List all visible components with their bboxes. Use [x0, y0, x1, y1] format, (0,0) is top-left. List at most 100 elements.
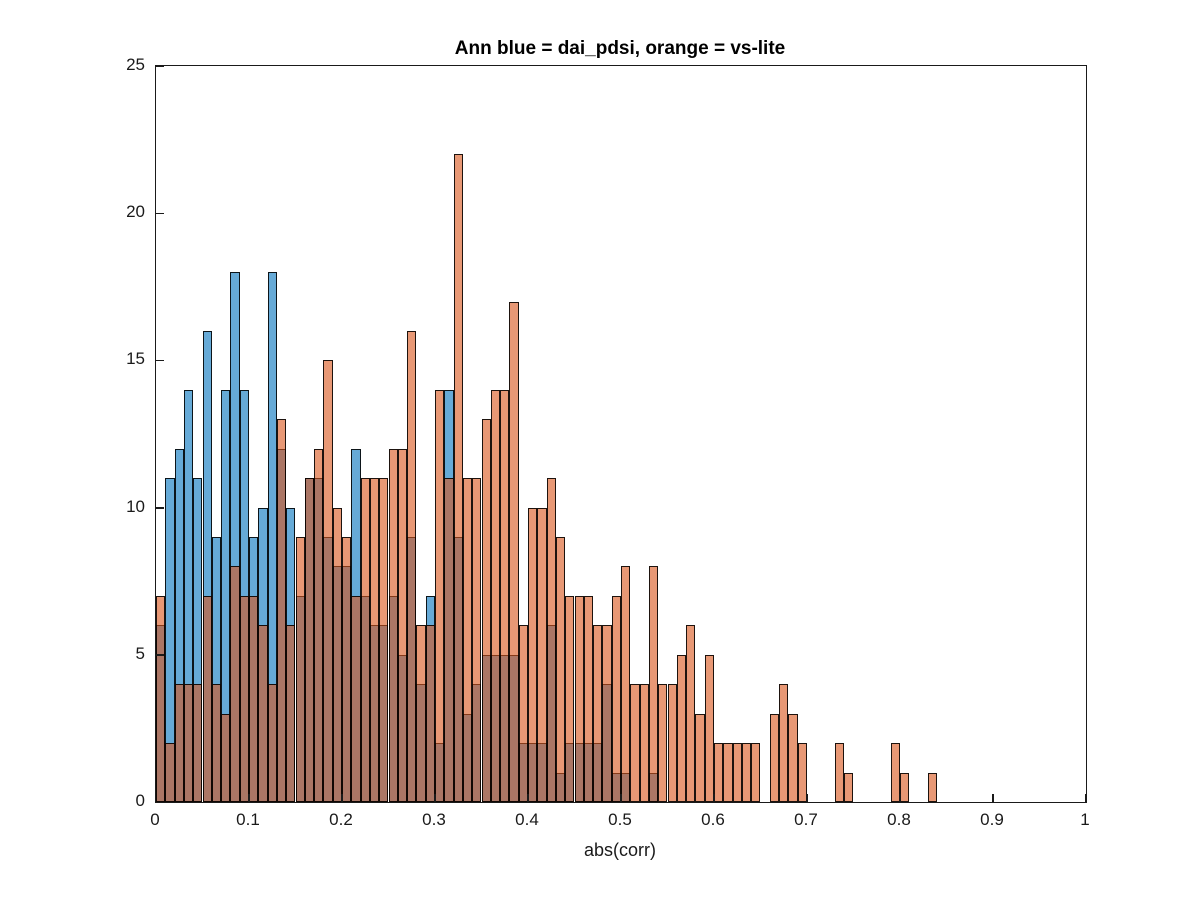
x-tick-label: 0.7: [794, 810, 818, 829]
x-tick-mark: [248, 794, 250, 802]
x-tick-label: 0.8: [887, 810, 911, 829]
y-tick-mark: [156, 359, 164, 362]
histogram-bar-vs-lite: [611, 595, 621, 802]
histogram-bar-vs-lite: [221, 713, 231, 802]
histogram-bar-vs-lite: [435, 389, 445, 802]
y-tick-mark: [156, 654, 164, 656]
x-tick-mark: [527, 794, 529, 802]
histogram-bar-vs-lite: [593, 625, 603, 802]
histogram-bar-vs-lite: [314, 448, 324, 802]
x-tick-label: 0.1: [236, 810, 260, 829]
histogram-bar-vs-lite: [621, 566, 631, 802]
histogram-bar-vs-lite: [332, 507, 342, 802]
histogram-bar-vs-lite: [286, 625, 296, 802]
histogram-bar-vs-lite: [686, 625, 696, 802]
x-tick-mark: [713, 794, 715, 802]
histogram-bar-vs-lite: [397, 448, 408, 802]
histogram-bar-vs-lite: [574, 595, 584, 802]
histogram-bar-vs-lite: [490, 389, 501, 802]
histogram-bar-vs-lite: [407, 330, 417, 802]
histogram-bar-vs-lite: [388, 448, 398, 802]
histogram-bar-vs-lite: [890, 743, 900, 802]
x-tick-label: 0.5: [608, 810, 632, 829]
histogram-bar-vs-lite: [630, 684, 640, 802]
histogram-bar-vs-lite: [741, 743, 752, 802]
histogram-bar-vs-lite: [779, 684, 789, 802]
histogram-bar-vs-lite: [295, 537, 305, 802]
histogram-bar-vs-lite: [276, 419, 287, 802]
histogram-bar-vs-lite: [844, 772, 854, 802]
histogram-bar-vs-lite: [165, 743, 175, 802]
histogram-bar-vs-lite: [676, 654, 687, 802]
histogram-bar-vs-lite: [537, 507, 547, 802]
y-tick-label: 25: [126, 55, 145, 74]
plot-area: [155, 65, 1087, 803]
x-tick-label: 0.2: [329, 810, 353, 829]
histogram-bar-vs-lite: [183, 684, 194, 802]
histogram-bar-vs-lite: [258, 625, 268, 802]
histogram-bar-vs-lite: [927, 772, 938, 802]
histogram-bar-vs-lite: [751, 743, 761, 802]
histogram-bar-vs-lite: [900, 772, 910, 802]
histogram-bar-vs-lite: [481, 419, 491, 802]
histogram-bar-vs-lite: [704, 654, 714, 802]
histogram-bar-vs-lite: [714, 743, 724, 802]
histogram-bar-vs-lite: [425, 625, 435, 802]
histogram-bar-vs-lite: [723, 743, 733, 802]
histogram-bar-vs-lite: [583, 595, 594, 802]
y-tick-mark: [156, 507, 164, 509]
histogram-bar-vs-lite: [528, 507, 538, 802]
histogram-bar-vs-lite: [546, 478, 556, 802]
histogram-bar-vs-lite: [602, 625, 612, 802]
histogram-bar-vs-lite: [304, 478, 315, 802]
histogram-bar-vs-lite: [639, 684, 649, 802]
y-tick-mark: [156, 65, 164, 67]
histogram-bar-vs-lite: [323, 360, 333, 802]
y-tick-label: 5: [135, 643, 145, 663]
histogram-bar-vs-lite: [202, 595, 212, 802]
histogram-bar-vs-lite: [360, 478, 370, 802]
histogram-bar-vs-lite: [267, 684, 277, 802]
histogram-bar-vs-lite: [453, 154, 463, 802]
histogram-bar-vs-lite: [648, 566, 659, 802]
histogram-bar-vs-lite: [379, 478, 389, 802]
histogram-bar-vs-lite: [369, 478, 380, 802]
y-tick-label: 20: [126, 202, 145, 222]
histogram-bar-vs-lite: [351, 595, 361, 802]
x-tick-label: 0.3: [422, 810, 446, 829]
histogram-bar-vs-lite: [462, 478, 473, 802]
x-tick-label: 0.4: [515, 810, 539, 829]
histogram-bar-vs-lite: [239, 595, 249, 802]
histogram-bar-vs-lite: [555, 537, 566, 802]
y-tick-label: 15: [126, 349, 145, 369]
histogram-bar-vs-lite: [174, 684, 184, 802]
histogram-bar-vs-lite: [667, 684, 677, 802]
x-tick-label: 0: [150, 810, 160, 829]
x-tick-label: 0.6: [701, 810, 725, 829]
histogram-bar-vs-lite: [156, 595, 166, 802]
chart-title: Ann blue = dai_pdsi, orange = vs-lite: [454, 38, 786, 59]
histogram-bar-vs-lite: [444, 478, 454, 802]
x-tick-mark: [992, 794, 994, 802]
y-tick-mark: [156, 212, 164, 215]
histogram-bar-vs-lite: [249, 595, 259, 802]
histogram-bar-vs-lite: [509, 301, 519, 802]
histogram-bar-vs-lite: [230, 566, 240, 802]
histogram-bar-vs-lite: [834, 743, 845, 802]
y-tick-label: 0: [135, 791, 145, 810]
histogram-bar-vs-lite: [565, 595, 575, 802]
histogram-bar-vs-lite: [769, 713, 780, 802]
histogram-bar-vs-lite: [193, 684, 203, 802]
y-tick-label: 10: [126, 496, 145, 516]
histogram-bar-vs-lite: [695, 713, 705, 802]
x-tick-mark: [1085, 794, 1087, 802]
histogram-bar-vs-lite: [472, 478, 482, 802]
histogram-bar-vs-lite: [211, 684, 222, 802]
histogram-bar-vs-lite: [342, 537, 352, 802]
x-axis-label: abs(corr): [583, 840, 656, 860]
x-tick-label: 0.9: [980, 810, 1004, 829]
histogram-bar-vs-lite: [797, 743, 807, 802]
histogram-bar-vs-lite: [788, 713, 798, 802]
x-tick-mark: [899, 794, 901, 802]
